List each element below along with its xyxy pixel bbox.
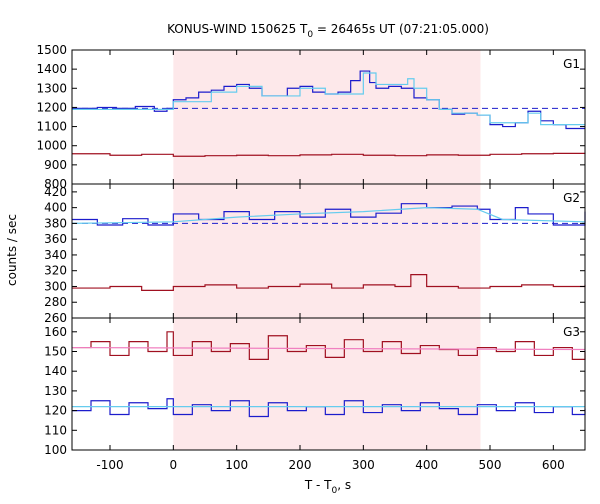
- panel-g3: 100 110 120 130 140 150 160 G3: [44, 317, 586, 457]
- y-tick-label: 280: [44, 295, 67, 309]
- y-tick-label: 160: [44, 325, 67, 339]
- y-tick-label: 1200: [36, 100, 67, 114]
- burst-interval-highlight: [173, 50, 481, 450]
- y-tick-label: 260: [44, 311, 67, 325]
- x-tick-label: 100: [225, 458, 248, 472]
- y-tick-label: 130: [44, 384, 67, 398]
- y-tick-label: 1100: [36, 120, 67, 134]
- panel-label: G1: [563, 57, 580, 71]
- y-tick-label: 300: [44, 279, 67, 293]
- series-red-2: [72, 274, 586, 292]
- series-blue-2: [72, 398, 586, 418]
- y-tick-label: 900: [44, 158, 67, 172]
- x-tick-label: 300: [352, 458, 375, 472]
- series-red-0: [72, 331, 586, 360]
- y-tick-label: 100: [44, 443, 67, 457]
- panels-group: 800900100011001200130014001500G126028030…: [36, 43, 586, 472]
- y-tick-label: 320: [44, 264, 67, 278]
- x-tick-label: 0: [170, 458, 178, 472]
- series-cyan_fit-1: [71, 207, 586, 225]
- y-tick-label: 800: [44, 177, 67, 191]
- y-tick-label: 110: [44, 423, 67, 437]
- series-blue-0: [72, 70, 585, 130]
- panel-label: G2: [563, 191, 580, 205]
- y-tick-label: 1500: [36, 43, 67, 57]
- y-tick-label: 360: [44, 232, 67, 246]
- x-tick-label: 200: [289, 458, 312, 472]
- series-cyan_fit-1: [72, 72, 585, 126]
- series-pink_fit-1: [71, 346, 586, 351]
- y-tick-label: 150: [44, 344, 67, 358]
- y-tick-label: 1000: [36, 139, 67, 153]
- x-tick-label: 500: [479, 458, 502, 472]
- y-tick-label: 1300: [36, 81, 67, 95]
- y-tick-label: 420: [44, 185, 67, 199]
- y-tick-label: 400: [44, 201, 67, 215]
- chart-title: KONUS-WIND 150625 T0 = 26465s UT (07:21:…: [167, 22, 489, 40]
- panel-frame: [71, 317, 586, 451]
- y-tick-label: 1400: [36, 62, 67, 76]
- x-tick-label: 600: [542, 458, 565, 472]
- panel-label: G3: [563, 325, 580, 339]
- y-axis-label: counts / sec: [5, 214, 19, 286]
- series-red-2: [72, 152, 586, 157]
- y-tick-label: 340: [44, 248, 67, 262]
- x-tick-label: -100: [96, 458, 123, 472]
- x-tick-label: 400: [415, 458, 438, 472]
- y-tick-label: 140: [44, 364, 67, 378]
- x-axis-label: T - T0, s: [304, 478, 351, 496]
- y-tick-label: 380: [44, 216, 67, 230]
- y-tick-label: 120: [44, 404, 67, 418]
